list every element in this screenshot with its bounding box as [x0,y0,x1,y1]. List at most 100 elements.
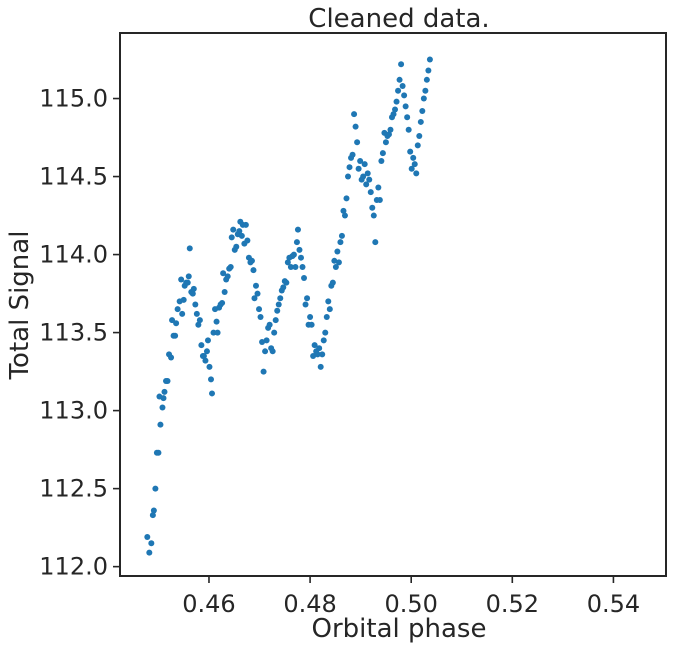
data-point [178,276,185,283]
plot-area [144,56,433,556]
data-point [206,363,213,370]
data-point [364,170,371,177]
data-point [408,165,415,172]
data-point [410,154,417,161]
data-point [233,243,240,250]
data-point [292,264,299,271]
data-point [299,264,306,271]
data-point [419,108,426,115]
data-point [395,87,402,94]
data-point [184,279,191,286]
data-point [290,251,297,258]
data-point [271,329,278,336]
data-point [317,363,324,370]
data-point [144,533,151,540]
data-point [322,329,329,336]
y-axis-label: Total Signal [5,231,35,381]
data-point [320,337,327,344]
data-point [284,259,291,266]
plot-frame [119,32,667,577]
data-point [301,274,308,281]
data-point [385,131,392,138]
data-point [314,351,321,358]
data-point [297,254,304,261]
data-point [407,148,414,155]
data-point [293,239,300,246]
data-point [316,345,323,352]
data-point [402,103,409,110]
data-point [334,248,341,255]
data-point [337,239,344,246]
data-point [192,301,199,308]
data-point [382,139,389,146]
data-point [349,151,356,158]
data-point [331,257,338,264]
data-point [195,321,202,328]
data-point [262,348,269,355]
data-point [155,449,162,456]
data-point [149,512,156,519]
data-point [174,306,181,313]
data-point [392,106,399,113]
data-point [404,114,411,121]
data-point [311,342,318,349]
y-axis: 112.0 112.5 113.0 113.5 114.0 114.5 115.0 [39,85,120,581]
data-point [366,176,373,183]
data-point [398,61,405,68]
x-axis: 0.46 0.48 0.50 0.52 0.54 [182,576,640,618]
data-point [254,290,261,297]
data-point [302,301,309,308]
data-point [185,273,192,280]
data-point [287,264,294,271]
data-point [355,165,362,172]
data-point [375,184,382,191]
data-point [405,126,412,133]
data-point [221,289,228,296]
data-point [160,395,167,402]
x-axis-label: Orbital phase [312,614,487,644]
data-point [351,111,358,118]
data-point [354,139,361,146]
data-point [357,157,364,164]
data-point [387,126,394,133]
data-point [310,352,317,359]
data-point [390,111,397,118]
data-point [283,279,290,286]
data-point [214,329,221,336]
data-point [401,92,408,99]
data-point [329,279,336,286]
data-point [275,301,282,308]
y-tick-label: 114.0 [39,241,108,269]
data-point [168,354,175,361]
y-tick-label: 113.0 [39,397,108,425]
data-point [416,132,423,139]
data-point [244,237,251,244]
data-point [340,207,347,214]
data-point [146,549,153,556]
data-point [363,181,370,188]
data-point [319,351,326,358]
data-point [256,306,263,313]
data-point [150,507,157,514]
data-point [161,388,168,395]
data-point [426,56,433,63]
data-point [345,173,352,180]
data-point [423,76,430,83]
data-point [352,123,359,130]
data-point [227,264,234,271]
data-point [248,257,255,264]
data-point [220,270,227,277]
y-tick-label: 114.5 [39,163,108,191]
data-point [304,295,311,302]
data-point [203,348,210,355]
data-point [198,342,205,349]
data-point [277,295,284,302]
data-point [251,295,258,302]
data-point [190,285,197,292]
data-point [148,540,155,547]
data-point [202,357,209,364]
data-point [209,390,216,397]
data-point [296,246,303,253]
data-point [230,226,237,233]
data-point [272,317,279,324]
